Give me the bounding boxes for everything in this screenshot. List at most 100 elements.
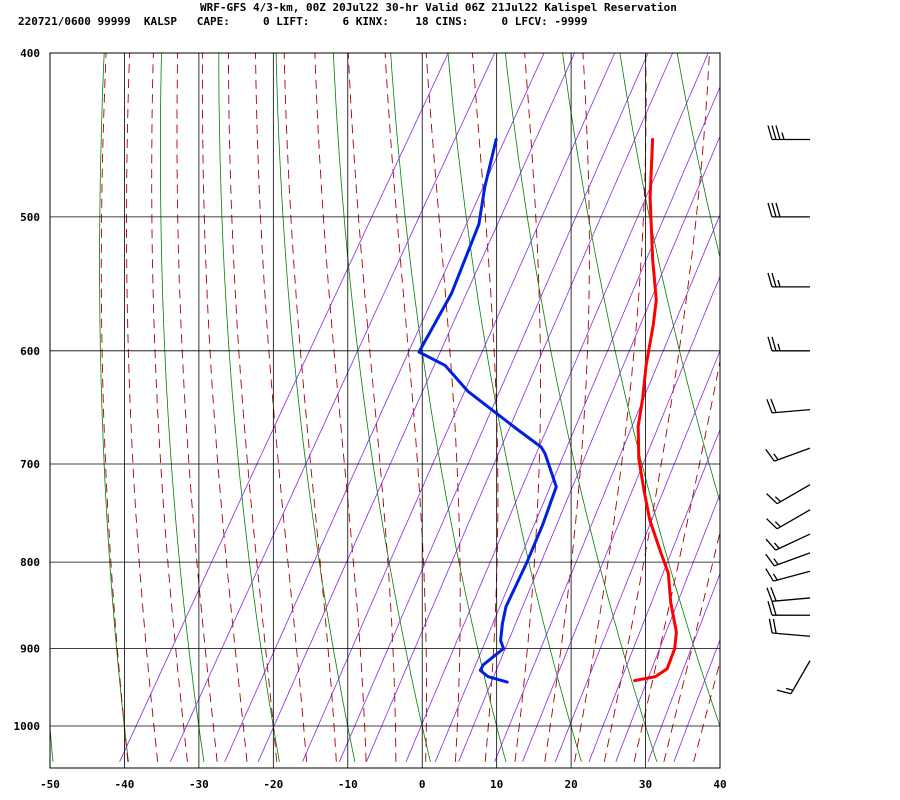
wind-barb bbox=[767, 601, 811, 616]
wind-barb-flag bbox=[765, 448, 775, 462]
mixing-ratio-line bbox=[588, 428, 720, 762]
moist-adiabat bbox=[314, 53, 367, 762]
plot-frame bbox=[49, 52, 721, 769]
wind-barb-flag bbox=[767, 202, 773, 218]
wind-barb-flag bbox=[771, 202, 777, 218]
dewpoint-line bbox=[417, 138, 558, 684]
wind-barb-flag bbox=[770, 398, 777, 413]
mixing-ratio-line bbox=[673, 638, 720, 762]
wind-barb bbox=[765, 533, 811, 551]
wind-barb-flag bbox=[767, 601, 773, 616]
wind-barb-staff bbox=[776, 484, 811, 505]
wind-barb-staff bbox=[774, 552, 811, 567]
wind-barb bbox=[776, 660, 811, 695]
mixing-ratio-line bbox=[458, 135, 720, 762]
wind-barb-flag bbox=[770, 587, 777, 602]
moist-adiabat bbox=[100, 53, 129, 762]
wind-barb bbox=[766, 484, 811, 505]
y-tick-label: 600 bbox=[20, 345, 40, 358]
dry-adiabat bbox=[733, 44, 900, 762]
wind-barb-half-flag bbox=[773, 453, 779, 461]
wind-barb-staff bbox=[790, 660, 811, 695]
dry-adiabat bbox=[676, 53, 720, 260]
wind-barb-flag bbox=[776, 689, 792, 695]
dry-adiabat bbox=[504, 53, 658, 762]
wind-barb bbox=[766, 398, 811, 414]
wind-barb bbox=[768, 618, 811, 637]
wind-barb-half-flag bbox=[773, 542, 780, 549]
moist-adiabat bbox=[425, 53, 461, 762]
dry-adiabat bbox=[218, 53, 280, 762]
mixing-ratio-line bbox=[554, 349, 720, 762]
x-tick-label: 30 bbox=[639, 778, 652, 791]
moist-adiabat bbox=[693, 660, 720, 762]
wind-barb-half-flag bbox=[774, 521, 782, 528]
sounding-indices: 220721/0600 99999 KALSP CAPE: 0 LIFT: 6 … bbox=[18, 15, 588, 28]
wind-barb-staff bbox=[773, 570, 811, 582]
mixing-ratio-line bbox=[522, 275, 720, 762]
wind-barb-flag bbox=[771, 336, 777, 351]
wind-barb bbox=[767, 272, 811, 288]
x-tick-label: -10 bbox=[338, 778, 358, 791]
wind-barb-flag bbox=[767, 272, 773, 288]
sounding-series bbox=[417, 138, 678, 684]
moist-adiabat bbox=[514, 53, 541, 762]
wind-barb-flag bbox=[766, 493, 778, 505]
wind-barb-half-flag bbox=[777, 343, 781, 351]
x-tick-label: 40 bbox=[713, 778, 726, 791]
mixing-ratio-line bbox=[338, 53, 649, 762]
dry-adiabat bbox=[390, 53, 507, 762]
axis-ticks: -50 -40 -30 -20 -10 0 10 20 30 40 400 500 600 700 800 9… bbox=[14, 47, 727, 791]
mixing-ratio-line bbox=[434, 85, 720, 762]
wind-barb bbox=[765, 447, 811, 462]
mixing-ratio-line bbox=[647, 572, 720, 762]
wind-barb-half-flag bbox=[774, 496, 782, 503]
plot-grid bbox=[49, 52, 721, 769]
dry-adiabat bbox=[790, 44, 900, 762]
moist-adiabat bbox=[663, 530, 720, 762]
mixing-ratio-line bbox=[366, 53, 674, 762]
wind-barb-staff bbox=[772, 597, 811, 602]
wind-barb-flag bbox=[765, 538, 777, 551]
moist-adiabat bbox=[176, 53, 218, 762]
dry-adiabat bbox=[332, 53, 431, 762]
wind-barb-half-flag bbox=[773, 558, 779, 565]
x-tick-label: 20 bbox=[564, 778, 577, 791]
mixing-ratio-line bbox=[494, 213, 720, 762]
y-tick-label: 800 bbox=[20, 556, 40, 569]
moist-adiabat bbox=[633, 358, 720, 762]
chart-title: WRF-GFS 4/3-km, 00Z 20Jul22 30-hr Valid … bbox=[200, 1, 677, 14]
wind-barb bbox=[765, 552, 811, 567]
dry-adiabat bbox=[275, 53, 356, 762]
wind-barb-staff bbox=[774, 447, 811, 462]
dry-adiabat bbox=[847, 44, 900, 762]
x-tick-label: -20 bbox=[263, 778, 283, 791]
wind-barb-half-flag bbox=[777, 279, 781, 288]
x-tick-label: -30 bbox=[189, 778, 209, 791]
wind-barb bbox=[765, 568, 811, 582]
moist-adiabat bbox=[723, 44, 900, 762]
dry-adiabat bbox=[562, 53, 720, 728]
mixing-ratio-line bbox=[257, 53, 576, 762]
wind-barb-flag bbox=[766, 399, 773, 414]
mixing-ratio-line bbox=[170, 53, 496, 762]
wind-barb-flag bbox=[768, 618, 773, 634]
y-tick-label: 900 bbox=[20, 643, 40, 656]
wind-barb-staff bbox=[772, 632, 811, 637]
wind-barb-flag bbox=[767, 336, 773, 351]
dry-adiabat bbox=[159, 53, 205, 762]
moist-adiabat bbox=[283, 53, 337, 762]
x-tick-label: -40 bbox=[115, 778, 135, 791]
y-tick-label: 700 bbox=[20, 458, 40, 471]
x-tick-label: 10 bbox=[490, 778, 503, 791]
mixing-ratio-line bbox=[615, 493, 720, 762]
wind-barb bbox=[767, 125, 811, 141]
wind-barb-flag bbox=[765, 568, 774, 582]
y-tick-label: 400 bbox=[20, 47, 40, 60]
wind-barb-half-flag bbox=[785, 687, 794, 691]
y-tick-label: 1000 bbox=[14, 720, 41, 733]
wind-barb-flag bbox=[767, 125, 773, 140]
mixing-ratio-line bbox=[405, 53, 709, 762]
wind-barb-flag bbox=[766, 587, 773, 602]
